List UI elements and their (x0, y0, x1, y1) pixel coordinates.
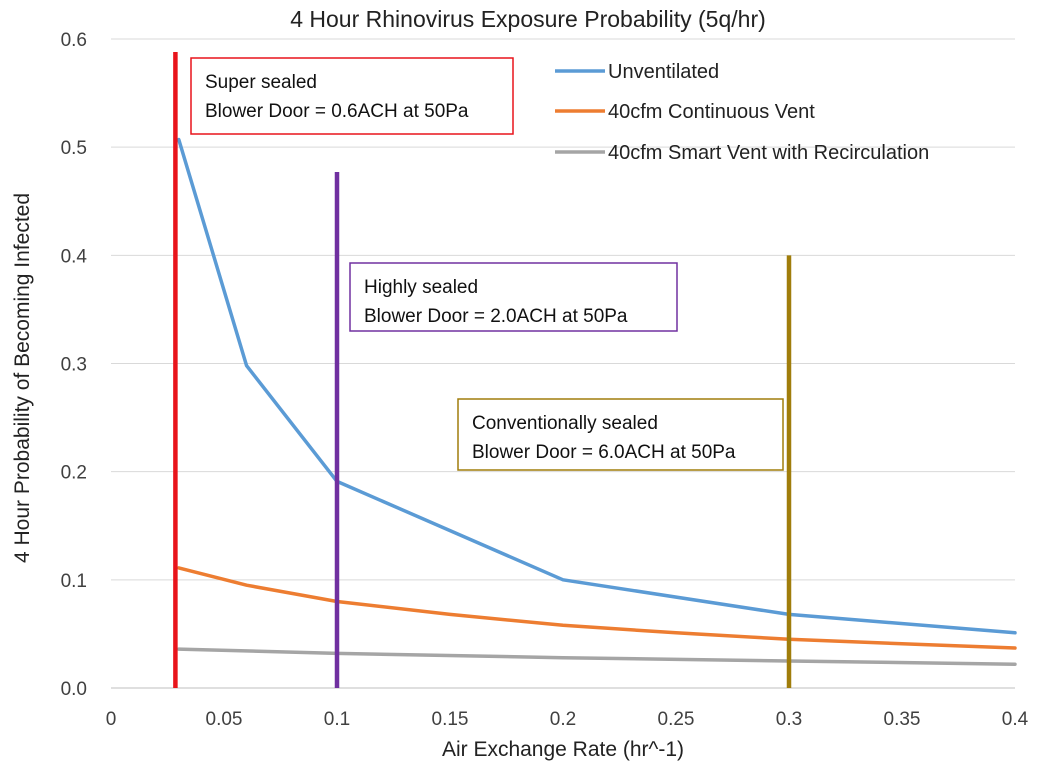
series-line-3 (177, 647, 1017, 666)
legend-label-2: 40cfm Continuous Vent (608, 101, 815, 123)
y-tick-label: 0.1 (61, 571, 87, 592)
legend: Unventilated 40cfm Continuous Vent 40cfm S… (555, 61, 929, 164)
x-axis: 0 0.05 0.1 0.15 0.2 0.25 0.3 0.35 0.4 (106, 687, 1029, 730)
y-tick-label: 0.0 (61, 679, 87, 700)
annotation-box-1 (190, 57, 514, 135)
series-line-1 (177, 137, 1017, 635)
y-tick-label: 0.4 (61, 246, 88, 267)
annotation-text: Blower Door = 0.6ACH at 50Pa (205, 101, 469, 122)
y-axis: 0.0 0.1 0.2 0.3 0.4 0.5 0.6 (61, 30, 88, 700)
annotation-text: Conventionally sealed (472, 413, 658, 434)
annotation-text: Blower Door = 2.0ACH at 50Pa (364, 306, 628, 327)
y-tick-label: 0.6 (61, 30, 87, 51)
series-line-2 (177, 566, 1017, 650)
annotation-box-3 (457, 398, 784, 471)
y-tick-label: 0.2 (61, 463, 87, 484)
chart-title: 4 Hour Rhinovirus Exposure Probability (… (290, 6, 766, 32)
x-tick-label: 0.4 (1002, 709, 1029, 730)
y-tick-label: 0.5 (61, 138, 87, 159)
x-tick-label: 0.35 (884, 709, 921, 730)
annotations: Super sealed Blower Door = 0.6ACH at 50Pa… (190, 57, 784, 471)
legend-label-3: 40cfm Smart Vent with Recirculation (608, 142, 929, 164)
annotation-text: Blower Door = 6.0ACH at 50Pa (472, 442, 736, 463)
annotation-box-2 (349, 262, 678, 332)
x-tick-label: 0.3 (776, 709, 802, 730)
x-tick-label: 0.25 (658, 709, 695, 730)
x-axis-title: Air Exchange Rate (hr^-1) (442, 738, 684, 761)
annotation-text: Highly sealed (364, 277, 478, 298)
y-tick-label: 0.3 (61, 355, 87, 376)
x-tick-label: 0.2 (550, 709, 576, 730)
series-lines (177, 137, 1017, 666)
annotation-text: Super sealed (205, 72, 317, 93)
x-tick-label: 0 (106, 709, 117, 730)
legend-label-1: Unventilated (608, 61, 719, 83)
gridlines (111, 38, 1015, 581)
x-tick-label: 0.1 (324, 709, 350, 730)
x-tick-label: 0.05 (206, 709, 243, 730)
y-axis-title: 4 Hour Probability of Becoming Infected (11, 193, 34, 563)
x-tick-label: 0.15 (432, 709, 469, 730)
reference-lines (173, 51, 792, 688)
